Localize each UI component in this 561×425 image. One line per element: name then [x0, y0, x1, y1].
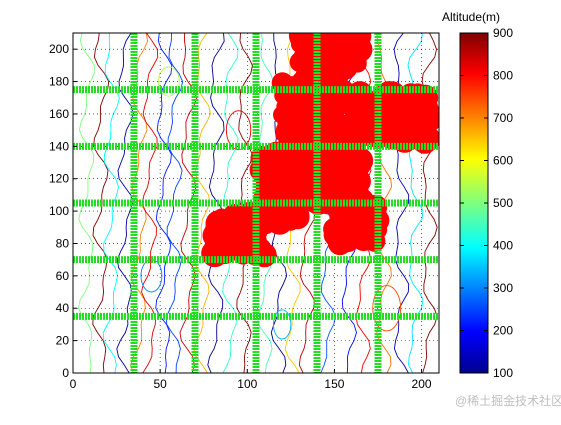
colorbar-tick-label: 200 — [493, 324, 513, 338]
highlight-region — [201, 33, 439, 268]
x-axis-ticks: 0 50 100 150 200 — [70, 369, 432, 391]
highlight-blob — [340, 116, 367, 142]
colorbar-tick-label: 700 — [493, 111, 513, 125]
highlight-blob — [322, 115, 340, 133]
highlight-blob — [293, 52, 313, 71]
x-tick-label: 150 — [324, 377, 344, 391]
y-tick-label: 60 — [56, 269, 70, 283]
contour-loop — [372, 285, 402, 332]
colorbar-tick-label: 400 — [493, 239, 513, 253]
highlight-blob — [257, 160, 270, 173]
y-tick-label: 100 — [49, 204, 69, 218]
colorbar-tick-label: 100 — [493, 366, 513, 380]
highlight-blob — [331, 193, 354, 217]
y-tick-label: 40 — [56, 301, 70, 315]
y-tick-label: 0 — [62, 366, 69, 380]
highlight-blob — [331, 232, 351, 252]
y-tick-label: 160 — [49, 107, 69, 121]
highlight-blob — [316, 96, 341, 121]
x-tick-label: 0 — [70, 377, 77, 391]
highlight-blob — [335, 33, 355, 53]
plot-frame — [72, 32, 440, 374]
highlight-blob — [264, 166, 286, 188]
y-tick-label: 120 — [49, 172, 69, 186]
y-tick-label: 140 — [49, 139, 69, 153]
highlight-blob — [213, 208, 231, 226]
highlight-blob — [295, 33, 318, 49]
y-tick-label: 200 — [49, 42, 69, 56]
watermark: @稀土掘金技术社区 — [455, 393, 561, 408]
highlight-blob — [330, 172, 347, 190]
x-tick-label: 200 — [412, 377, 432, 391]
x-tick-label: 50 — [153, 377, 167, 391]
highlight-blob — [404, 110, 429, 135]
highlight-blob — [407, 94, 423, 110]
y-tick-label: 80 — [56, 236, 70, 250]
y-tick-label: 180 — [49, 75, 69, 89]
highlight-blob — [352, 49, 364, 61]
highlight-blob — [354, 94, 372, 112]
highlight-blob — [202, 223, 228, 248]
highlight-blob — [284, 112, 311, 140]
highlight-blob — [351, 224, 368, 241]
green-grid-lines — [73, 33, 439, 373]
colorbar-ticks: 100 200 300 400 500 600 700 800 900 — [460, 26, 513, 380]
x-tick-label: 100 — [237, 377, 257, 391]
colorbar-tick-label: 900 — [493, 26, 513, 40]
highlight-blob — [315, 33, 339, 50]
highlight-blob — [380, 123, 396, 138]
colorbar-tick-label: 800 — [493, 69, 513, 83]
contour-loop — [157, 66, 180, 97]
highlight-blob — [333, 63, 348, 78]
colorbar-tick-label: 600 — [493, 154, 513, 168]
colorbar-title: Altitude(m) — [442, 10, 500, 24]
contour-loop — [272, 309, 292, 340]
colorbar-tick-label: 300 — [493, 281, 513, 295]
y-axis-ticks: 0 20 40 60 80 100 120 140 160 180 200 — [49, 42, 77, 380]
y-tick-label: 20 — [56, 334, 70, 348]
colorbar-tick-label: 500 — [493, 196, 513, 210]
colorbar — [459, 32, 489, 374]
